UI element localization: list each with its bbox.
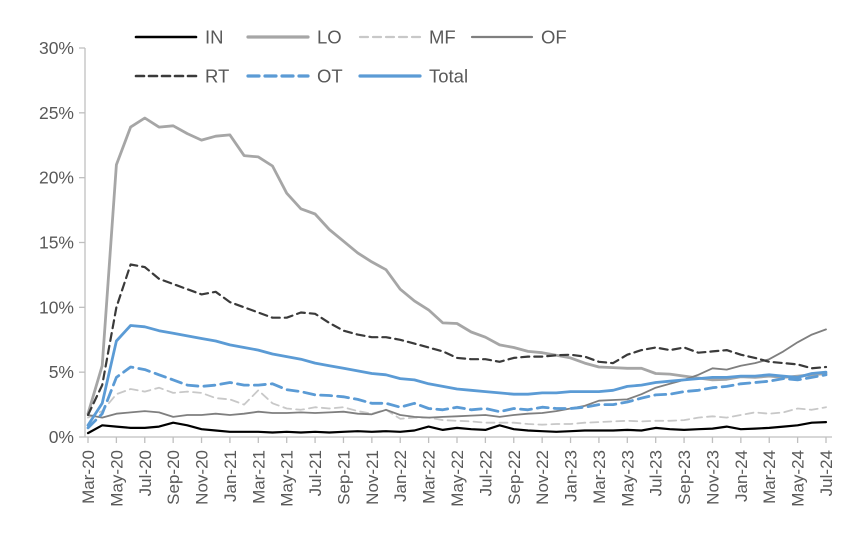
x-tick-label: Jul-22	[476, 450, 495, 496]
x-tick-label: Nov-23	[703, 450, 722, 505]
x-tick-label: Mar-22	[420, 450, 439, 504]
x-tick-label: Nov-22	[533, 450, 552, 505]
y-tick-label: 0%	[49, 427, 74, 447]
x-tick-label: Jul-24	[817, 450, 836, 496]
x-tick-label: May-20	[107, 450, 126, 507]
x-tick-label: Jan-22	[391, 450, 410, 502]
x-tick-label: Sep-23	[675, 450, 694, 505]
x-tick-label: Jan-23	[562, 450, 581, 502]
series-line-rt	[86, 263, 828, 417]
y-tick-label: 20%	[39, 168, 74, 188]
series-line-in	[86, 421, 828, 435]
y-tick-label: 15%	[39, 233, 74, 253]
legend-item-in: IN	[134, 27, 224, 48]
x-tick-label: Jul-21	[306, 450, 325, 496]
legend-label: MF	[429, 27, 456, 48]
legend-label: IN	[205, 27, 224, 48]
legend-item-rt: RT	[134, 66, 229, 87]
x-tick-label: Mar-20	[79, 450, 98, 504]
series-line-mf	[87, 386, 827, 426]
x-tick-label: Nov-21	[363, 450, 382, 505]
y-tick-label: 5%	[49, 362, 74, 382]
legend-item-ot: OT	[246, 66, 343, 87]
x-tick-label: Sep-20	[164, 450, 183, 505]
series-line-ot	[86, 365, 828, 430]
legend-label: RT	[205, 66, 229, 87]
x-tick-label: Jan-24	[732, 450, 751, 502]
y-tick-label: 10%	[39, 297, 74, 317]
x-tick-label: Nov-20	[193, 450, 212, 505]
legend-label: LO	[317, 27, 342, 48]
y-tick-label: 25%	[39, 103, 74, 123]
x-tick-label: Sep-22	[505, 450, 524, 505]
x-tick-label: Jul-23	[647, 450, 666, 496]
x-tick-label: Jul-20	[136, 450, 155, 496]
x-tick-label: May-22	[448, 450, 467, 507]
x-tick-label: May-21	[278, 450, 297, 507]
series-line-of	[87, 328, 827, 419]
legend-item-lo: LO	[246, 27, 342, 48]
legend-label: OT	[317, 66, 343, 87]
legend-item-total: Total	[358, 66, 468, 87]
legend-label: Total	[429, 66, 468, 87]
legend-item-of: OF	[470, 27, 567, 48]
x-tick-label: May-23	[618, 450, 637, 507]
x-tick-label: Mar-21	[249, 450, 268, 504]
series-line-total	[86, 324, 828, 427]
x-tick-label: May-24	[789, 450, 808, 507]
x-tick-label: Sep-21	[334, 450, 353, 505]
y-tick-label: 30%	[39, 38, 74, 58]
x-tick-label: Mar-24	[760, 450, 779, 504]
legend-label: OF	[541, 27, 567, 48]
legend-item-mf: MF	[358, 27, 456, 48]
x-tick-label: Mar-23	[590, 450, 609, 504]
x-tick-label: Jan-21	[221, 450, 240, 502]
